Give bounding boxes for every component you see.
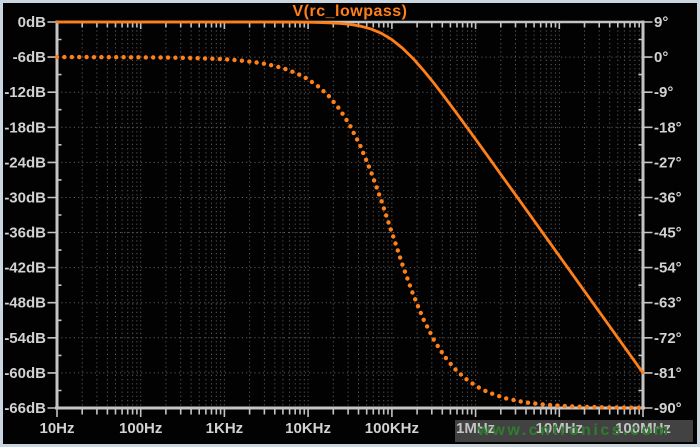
- x-tick-label: 10MHz: [536, 420, 584, 437]
- y-left-tick-label: -18dB: [4, 119, 46, 136]
- magnitude-trace: [55, 20, 645, 375]
- y-right-tick-label: -9°: [654, 84, 673, 101]
- y-right-tick-label: -36°: [654, 190, 682, 207]
- y-right-tick-label: -54°: [654, 260, 682, 277]
- plot-title[interactable]: V(rc_lowpass): [292, 3, 408, 20]
- watermark: www.cntronics.com: [455, 420, 693, 442]
- y-right-tick-label: -18°: [654, 119, 682, 136]
- x-tick-label: 10KHz: [285, 420, 331, 437]
- x-tick-label: 100MHz: [615, 420, 671, 437]
- y-right-tick-label: -27°: [654, 154, 682, 171]
- y-left-tick-label: 0dB: [18, 14, 47, 31]
- y-axis-lines: [55, 20, 645, 409]
- y-right-tick-label: -72°: [654, 330, 682, 347]
- y-right-tick-label: -45°: [654, 225, 682, 242]
- y-left-tick-label: -54dB: [4, 330, 46, 347]
- axis-ticks: [47, 21, 653, 417]
- y-right-tick-label: 0°: [654, 49, 668, 66]
- grid-vertical: [81, 22, 640, 408]
- x-tick-label: 1MHz: [456, 420, 495, 437]
- y-right-tick-label: -81°: [654, 365, 682, 382]
- watermark-text: www.cntronics.com: [477, 422, 671, 439]
- y-left-tick-label: -30dB: [4, 190, 46, 207]
- x-tick-label: 1KHz: [206, 420, 244, 437]
- x-tick-label: 100KHz: [365, 420, 419, 437]
- y-right-tick-label: -63°: [654, 295, 682, 312]
- y-left-tick-label: -12dB: [4, 84, 46, 101]
- y-left-tick-label: -24dB: [4, 154, 46, 171]
- y-left-tick-label: -48dB: [4, 295, 46, 312]
- y-left-tick-label: -60dB: [4, 365, 46, 382]
- y-right-tick-label: 9°: [654, 14, 668, 31]
- x-tick-label: 10Hz: [39, 420, 74, 437]
- y-right-tick-label: -90°: [654, 400, 682, 417]
- phase-trace-dots: [54, 54, 642, 410]
- y-left-tick-label: -6dB: [13, 49, 47, 66]
- y-left-tick-label: -42dB: [4, 260, 46, 277]
- y-left-tick-label: -66dB: [4, 400, 46, 417]
- x-tick-label: 100Hz: [119, 420, 162, 437]
- y-left-tick-label: -36dB: [4, 225, 46, 242]
- plot-panel: [3, 3, 697, 444]
